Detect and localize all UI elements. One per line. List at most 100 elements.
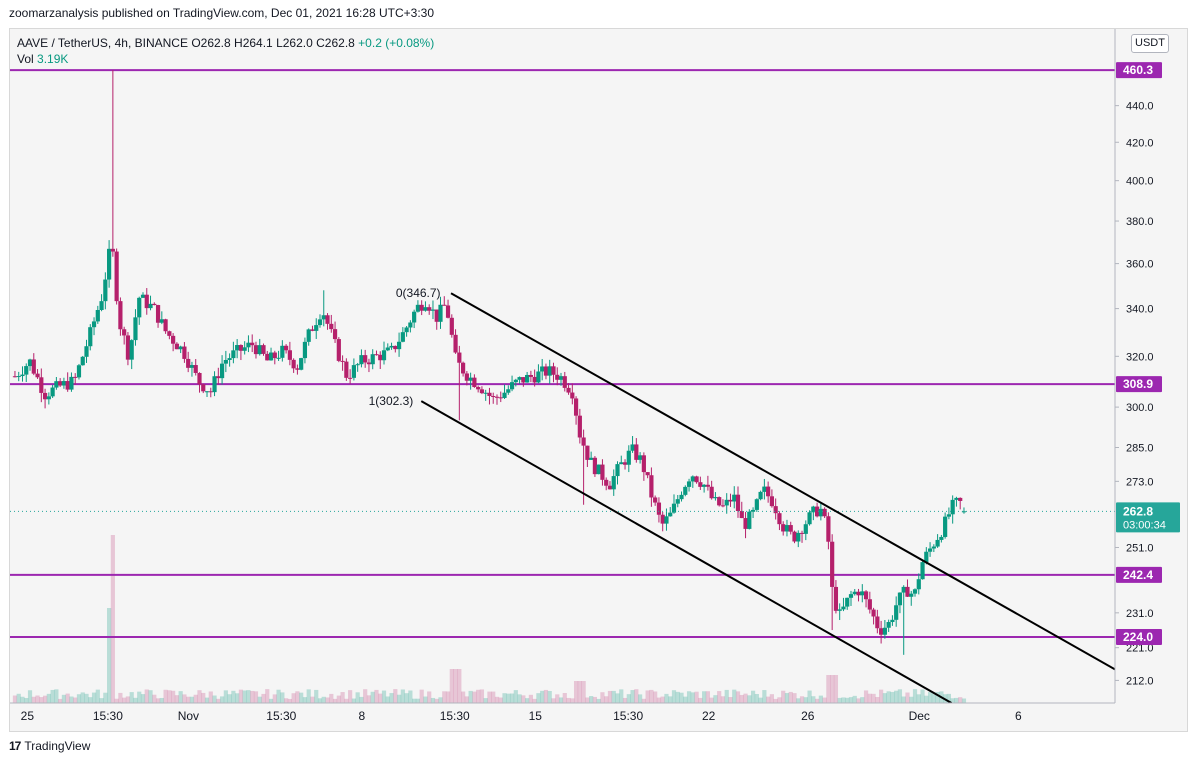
candle-body (438, 304, 443, 322)
volume-bar (35, 695, 40, 703)
chart-frame[interactable] (9, 28, 1188, 732)
candle-body (291, 359, 296, 369)
volume-bar (430, 697, 436, 703)
volume-bar (694, 691, 699, 703)
footer-brand[interactable]: TradingView (24, 739, 91, 753)
volume-bar (250, 690, 255, 703)
candle-body (16, 376, 21, 378)
volume-bar (924, 695, 929, 703)
volume-bar (641, 698, 646, 703)
candle-body (80, 356, 85, 366)
y-tick-label: 380.0 (1126, 216, 1154, 228)
volume-bar (766, 696, 771, 703)
volume-bar (777, 697, 782, 703)
volume-bar (852, 695, 857, 703)
candle-body (611, 476, 616, 490)
volume-bar (20, 696, 25, 703)
volume-bar (630, 690, 635, 703)
volume-bar (302, 697, 308, 703)
volume-bar (39, 697, 44, 703)
volume-bar (811, 696, 816, 703)
candle-body (822, 508, 827, 517)
volume-bar (592, 696, 598, 703)
candle-body (329, 323, 334, 330)
volume-bar (227, 694, 232, 703)
volume-bar (125, 696, 131, 703)
volume-bar (664, 693, 669, 703)
volume-bar (555, 694, 560, 703)
volume-bar (491, 691, 496, 703)
level-badge-label: 224.0 (1123, 630, 1153, 644)
candle-body (686, 481, 692, 487)
candle-body (664, 516, 669, 524)
symbol-label[interactable]: AAVE / TetherUS, 4h, BINANCE (17, 36, 188, 50)
currency-button[interactable]: USDT (1131, 34, 1169, 53)
candle-body (766, 486, 771, 497)
volume-bar (374, 689, 379, 703)
volume-bar (144, 689, 149, 703)
candle-body (750, 509, 756, 512)
volume-bar (363, 689, 368, 703)
volume-bar (863, 690, 869, 703)
candle-body (107, 248, 112, 280)
candle-body (573, 398, 579, 416)
candle-body (498, 397, 503, 399)
volume-bar (129, 692, 134, 703)
volume-bar (750, 690, 756, 703)
channel-label: 1(302.3) (369, 394, 414, 408)
volume-bar (705, 691, 710, 703)
candle-body (24, 366, 29, 375)
low-value: L262.0 (276, 36, 313, 50)
candle-body (675, 499, 680, 504)
candle-body (235, 345, 240, 351)
volume-bar (223, 690, 228, 703)
volume-bar (95, 689, 100, 703)
candle-body (841, 606, 846, 610)
volume-bar (867, 693, 872, 703)
tradingview-logo-icon: 17 (9, 739, 21, 753)
volume-label: Vol (17, 52, 34, 66)
plot-area[interactable]: 0(346.7) 1(302.3) (10, 69, 1115, 703)
candle-body (935, 539, 940, 547)
candle-body (118, 301, 123, 330)
volume-bar (110, 535, 115, 703)
candle-body (302, 341, 308, 359)
volume-bar (773, 698, 778, 703)
volume-bar (24, 697, 29, 703)
candle-body (792, 531, 797, 542)
candle-body (272, 352, 277, 359)
candle-body (427, 307, 432, 311)
candle-body (897, 592, 903, 606)
candle-body (803, 524, 808, 534)
publisher-line: zoomarzanalysis published on TradingView… (9, 6, 435, 20)
candle-body (743, 518, 748, 529)
channel-upper-line (450, 292, 1115, 671)
candle-body (363, 355, 368, 363)
candle-body (69, 376, 74, 390)
volume-bar (536, 693, 541, 703)
candle-body (140, 294, 146, 298)
candle-body (762, 486, 767, 492)
candle-body (690, 476, 695, 482)
volume-bar (193, 694, 198, 703)
candle-body (558, 376, 564, 380)
volume-bar (611, 690, 616, 703)
volume-bar (596, 698, 601, 703)
volume-bar (890, 691, 895, 703)
volume-bar (562, 693, 567, 703)
candle-body (479, 389, 485, 394)
x-tick-label: 22 (702, 709, 716, 723)
volume-bar (581, 681, 586, 703)
candle-body (253, 345, 259, 355)
candle-body (826, 516, 831, 542)
y-tick-label: 420.0 (1126, 137, 1154, 149)
volume-bar (291, 693, 296, 703)
volume-bar (167, 690, 172, 703)
candle-body (114, 251, 119, 302)
candle-body (287, 350, 292, 360)
volume-bar (216, 698, 221, 703)
volume-bar (12, 695, 18, 703)
candle-body (732, 494, 737, 502)
candle-body (637, 455, 643, 460)
